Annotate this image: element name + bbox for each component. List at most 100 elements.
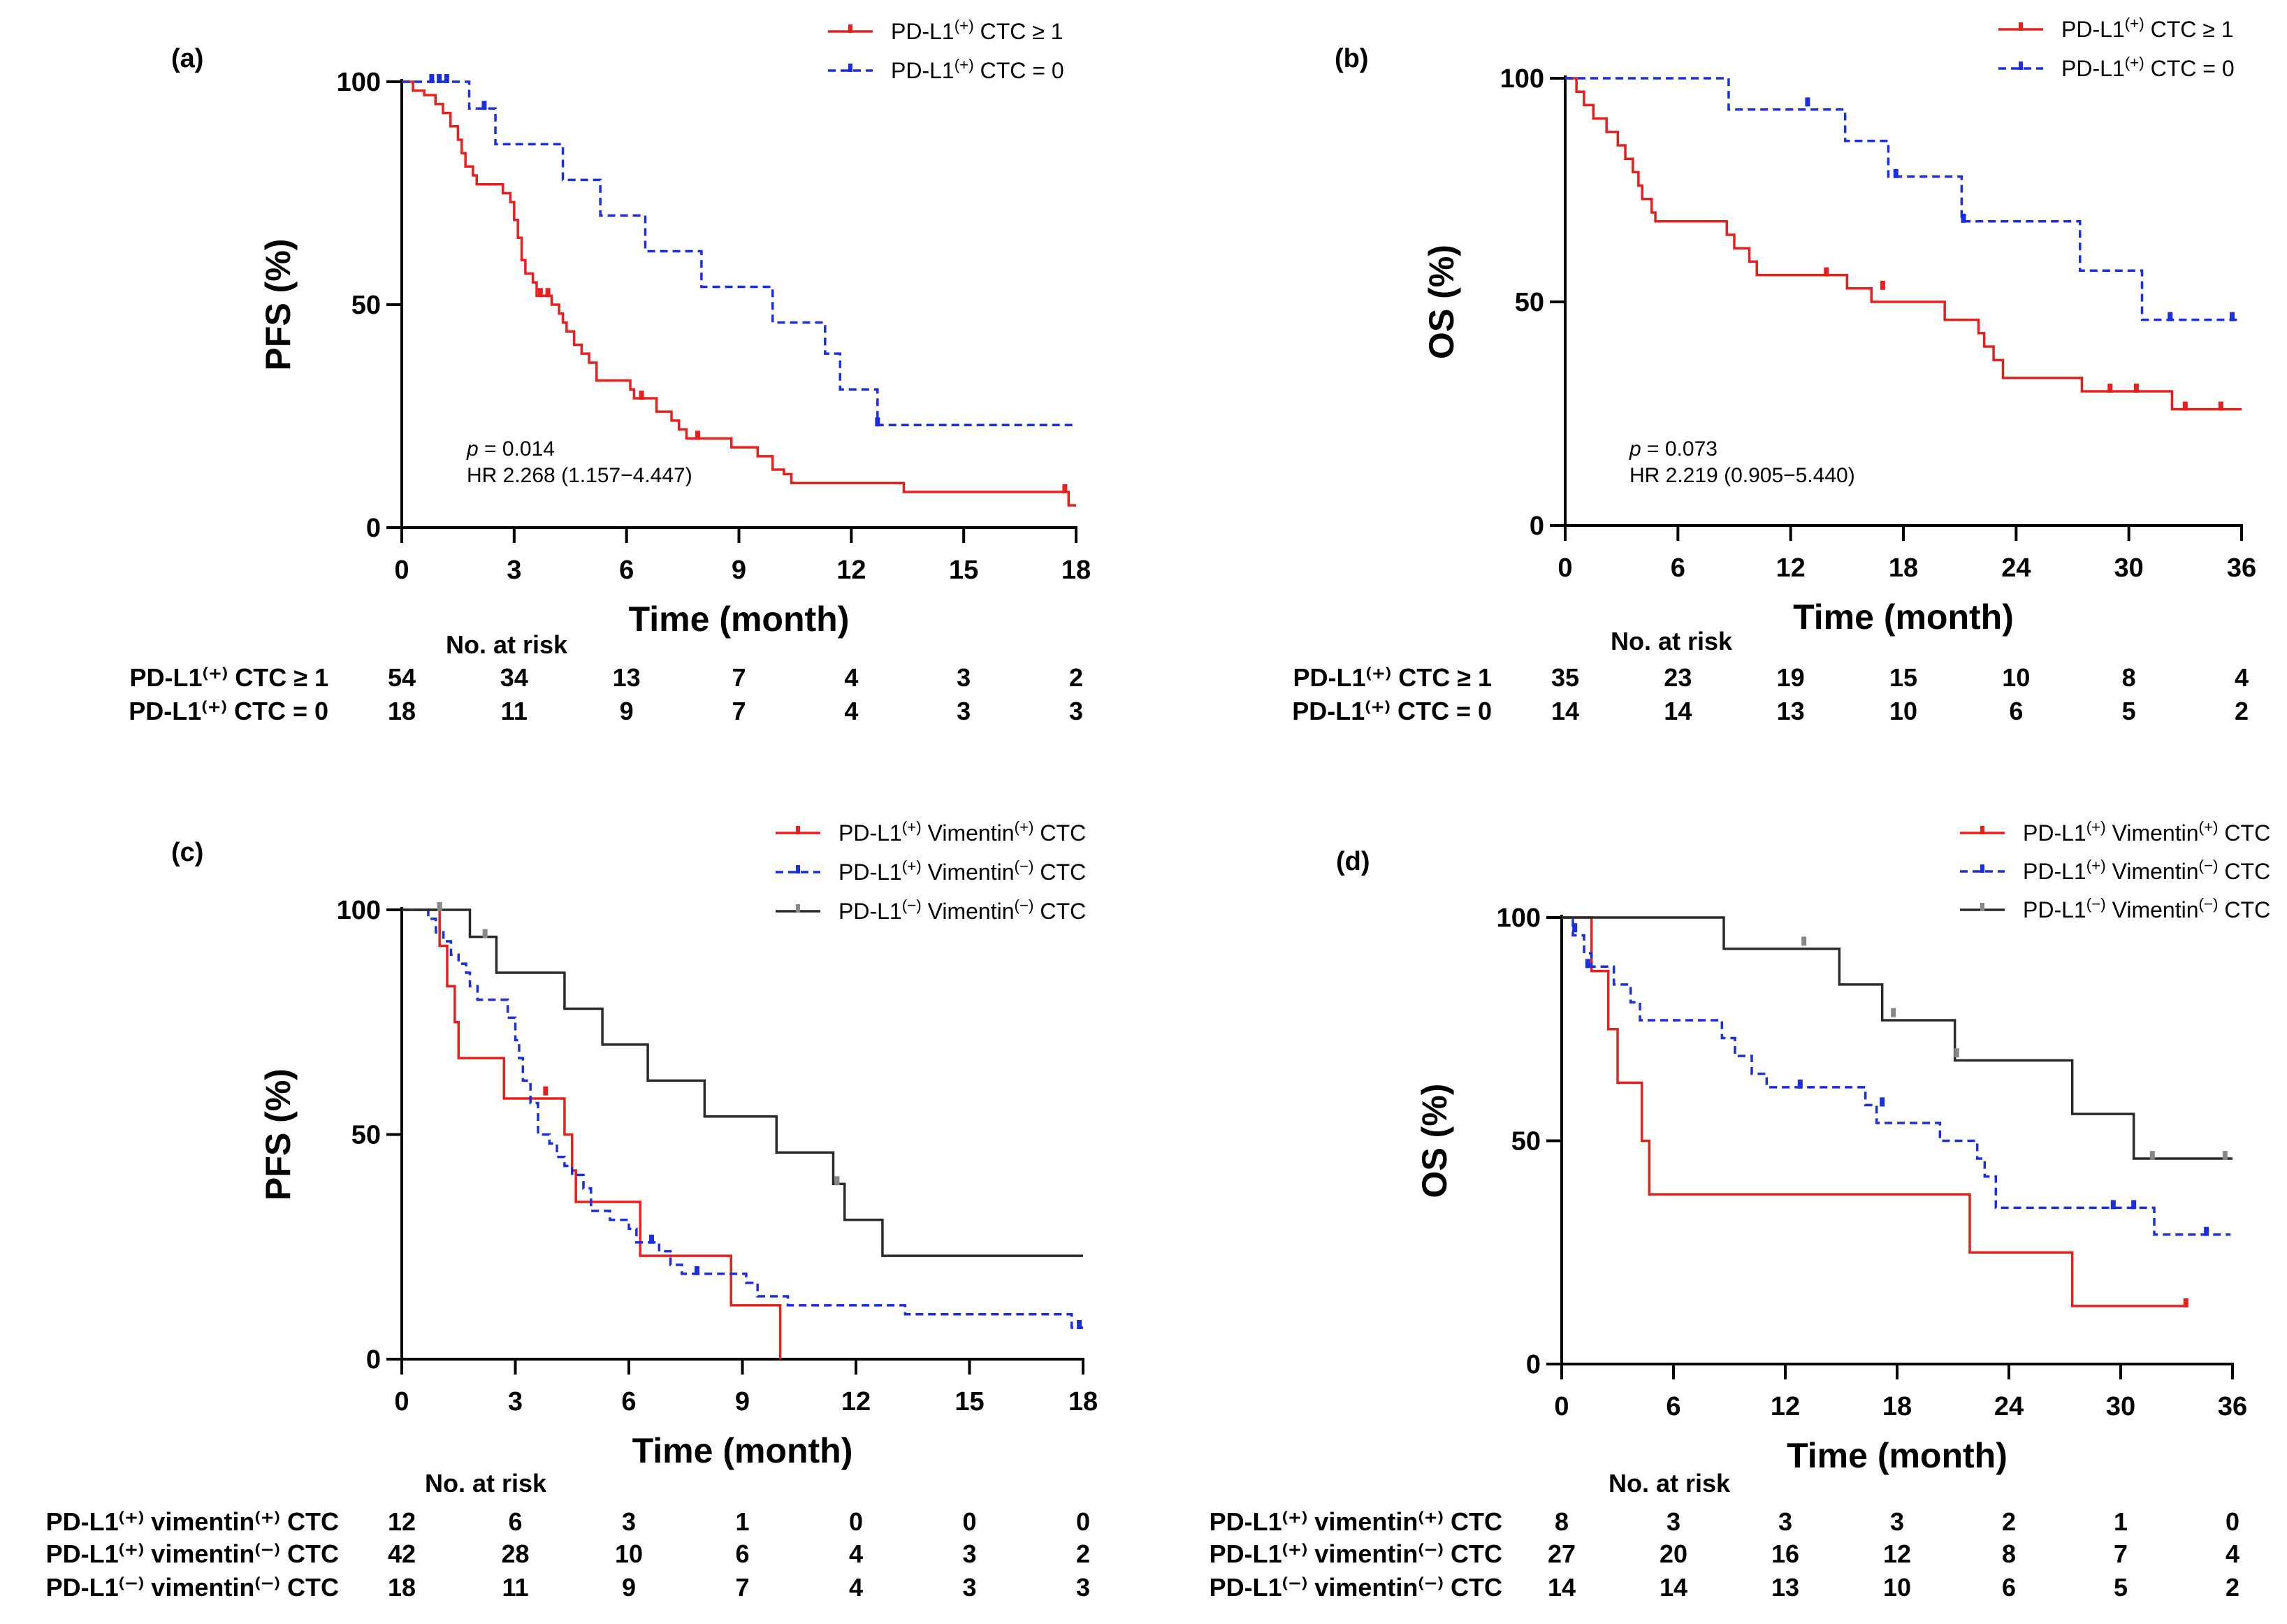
risk-value: 3 [622,1507,636,1536]
x-tick-label: 9 [735,1387,750,1416]
series-line-2 [402,908,1083,1257]
superscript: (+) [2125,54,2144,71]
risk-value: 35 [1551,663,1579,692]
text-run: CTC = 0 [974,58,1064,83]
legend-label: PD-L1(+) Vimentin(−) CTC [838,857,1086,885]
series-line-0 [1562,916,2186,1307]
risk-value: 4 [2226,1539,2239,1568]
y-tick-label: 100 [1497,904,1541,933]
text-run: PD-L1 [838,899,902,924]
x-tick-label: 12 [1776,553,1806,583]
risk-value: 18 [388,1573,416,1602]
text-run: PD-L1 [891,58,954,83]
text-run: Vimentin [922,899,1015,924]
x-tick-label: 18 [1882,1392,1912,1421]
risk-value: 4 [844,697,858,725]
x-tick-label: 0 [1558,553,1572,583]
text-run: Vimentin [2106,820,2199,846]
p-symbol: p [1629,437,1641,461]
text-run: CTC [2219,820,2271,846]
risk-value: 1 [735,1507,749,1536]
risk-table-title: No. at risk [1609,1469,1731,1498]
risk-table-title: No. at risk [1611,627,1733,655]
x-tick-label: 15 [954,1387,984,1416]
text-run: PD-L1 [2061,56,2125,81]
y-axis-label: PFS (%) [259,1068,298,1201]
risk-value: 6 [508,1507,522,1536]
superscript: (+) [902,818,922,836]
panel-label: (b) [1335,44,1369,73]
risk-value: 15 [1889,663,1917,692]
risk-value: 7 [2114,1539,2128,1568]
risk-row-label: PD-L1⁽⁺⁾ CTC = 0 [1292,697,1492,725]
text-run: Vimentin [2106,859,2199,884]
y-tick-label: 0 [366,1345,381,1375]
risk-value: 3 [1667,1507,1680,1536]
text-run: PD-L1 [2061,17,2125,42]
risk-value: 1 [2114,1507,2128,1536]
series-line-1 [1565,77,2242,321]
risk-value: 10 [2002,663,2030,692]
risk-value: 3 [1890,1507,1904,1536]
y-tick-label: 50 [351,1121,381,1150]
risk-value: 11 [502,1573,528,1602]
risk-row-label: PD-L1⁽⁻⁾ vimentin⁽⁻⁾ CTC [46,1573,339,1602]
risk-value: 18 [388,697,416,725]
risk-value: 28 [501,1539,529,1568]
risk-value: 2 [1069,663,1083,692]
x-tick-label: 12 [1771,1392,1800,1421]
risk-value: 54 [388,663,416,692]
risk-value: 5 [2114,1573,2128,1602]
risk-value: 12 [1883,1539,1911,1568]
risk-row-label: PD-L1⁽⁺⁾ CTC = 0 [129,697,328,725]
risk-row-label: PD-L1⁽⁺⁾ vimentin⁽⁻⁾ CTC [46,1539,339,1568]
x-tick-label: 18 [1068,1387,1098,1416]
p-value-text: = 0.073 [1641,437,1718,461]
panel-label: (a) [171,44,203,73]
superscript: (−) [2199,895,2219,913]
risk-value: 14 [1660,1573,1687,1602]
risk-value: 7 [732,697,746,725]
superscript: (+) [2199,818,2219,836]
superscript: (−) [1015,897,1034,914]
hazard-ratio: HR 2.268 (1.157−4.447) [467,464,692,487]
x-axis-label: Time (month) [1787,1436,2008,1475]
risk-value: 8 [2122,663,2136,692]
series-line-1 [1562,916,2231,1236]
risk-value: 3 [957,697,971,725]
risk-value: 3 [1076,1573,1090,1602]
risk-value: 13 [1777,697,1805,725]
x-tick-label: 3 [507,556,521,585]
risk-value: 0 [2226,1507,2239,1536]
superscript: (+) [2125,15,2144,32]
x-axis-label: Time (month) [632,1431,853,1470]
x-tick-label: 6 [1666,1392,1680,1421]
risk-row-label: PD-L1⁽⁺⁾ CTC ≥ 1 [130,663,328,692]
hazard-ratio: HR 2.219 (0.905−5.440) [1629,464,1855,487]
y-tick-label: 0 [1530,512,1544,541]
x-tick-label: 15 [949,556,978,585]
risk-row-label: PD-L1⁽⁺⁾ vimentin⁽⁺⁾ CTC [1210,1507,1502,1536]
x-tick-label: 9 [732,556,746,585]
text-run: PD-L1 [2023,820,2086,846]
legend-label: PD-L1(−) Vimentin(−) CTC [838,897,1086,925]
legend-label: PD-L1(+) Vimentin(−) CTC [2023,857,2270,885]
risk-value: 6 [2002,1573,2016,1602]
text-run: Vimentin [2106,897,2199,922]
legend-label: PD-L1(+) CTC = 0 [2061,54,2235,82]
panel-label: (c) [171,838,203,867]
panel-label: (d) [1336,847,1370,876]
superscript: (−) [902,897,922,914]
risk-value: 0 [849,1507,863,1536]
risk-value: 4 [844,663,858,692]
risk-table-title: No. at risk [425,1469,547,1498]
risk-value: 3 [957,663,971,692]
risk-row-label: PD-L1⁽⁺⁾ CTC ≥ 1 [1293,663,1492,692]
risk-value: 12 [388,1507,416,1536]
risk-value: 14 [1664,697,1692,725]
legend-label: PD-L1(+) Vimentin(+) CTC [2023,818,2270,846]
y-axis-label: OS (%) [1415,1084,1454,1198]
text-run: PD-L1 [2023,859,2086,884]
